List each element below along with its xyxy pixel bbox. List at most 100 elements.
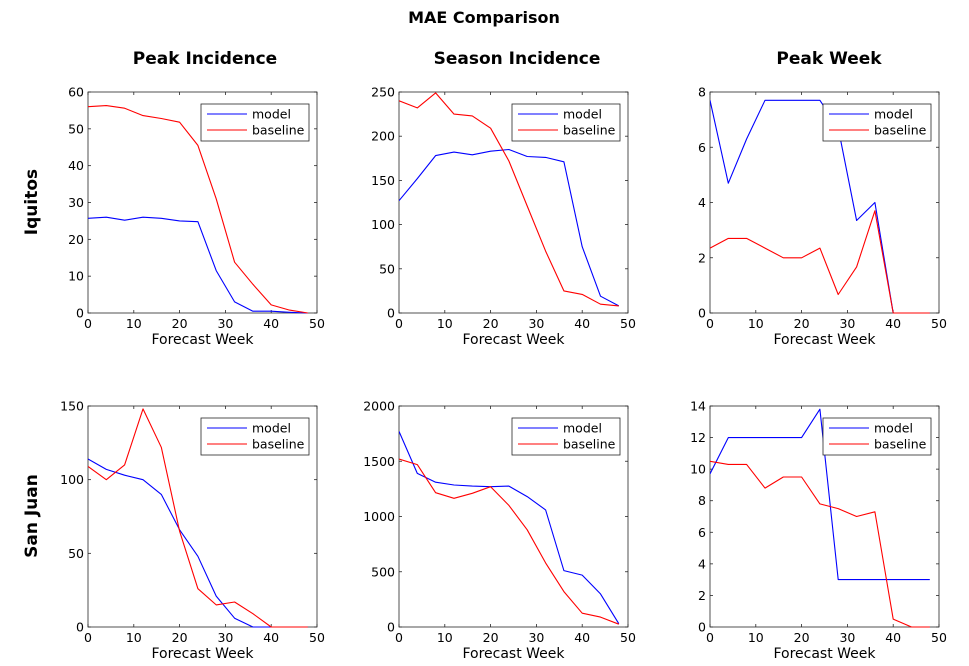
y-tick-label: 100	[371, 217, 395, 232]
x-tick-label: 50	[309, 630, 325, 645]
legend-box	[822, 417, 932, 456]
x-tick-label: 0	[84, 630, 92, 645]
legend-label-model: model	[252, 421, 291, 436]
y-tick-label: 4	[698, 556, 706, 571]
y-tick-label: 6	[698, 525, 706, 540]
panel-san-juan-peak-incidence: 0 10 20 30 40 50 0 50 100 150 Forecast Week modelba…	[60, 399, 325, 663]
y-tick-label: 0	[698, 620, 706, 635]
y-tick-label: 1500	[363, 454, 395, 469]
x-tick-label: 20	[483, 630, 499, 645]
legend-box	[200, 103, 310, 142]
series-line-model	[399, 431, 620, 624]
y-tick-label: 50	[68, 121, 84, 136]
y-tick-label: 10	[690, 462, 706, 477]
y-tick-label: 6	[698, 140, 706, 155]
legend-box	[511, 417, 621, 456]
y-tick-label: 150	[60, 399, 84, 414]
x-tick-label: 10	[126, 316, 142, 331]
y-tick-label: 200	[371, 129, 395, 144]
y-tick-label: 12	[690, 430, 706, 445]
series-line-model	[88, 216, 308, 314]
figure-title: MAE Comparison	[408, 8, 560, 27]
legend-label-model: model	[252, 107, 291, 122]
series-line-model	[399, 148, 620, 307]
series-line-baseline	[399, 92, 619, 307]
y-tick-label: 1000	[363, 509, 395, 524]
y-tick-label: 20	[68, 232, 84, 247]
y-tick-label: 0	[387, 620, 395, 635]
column-title-peak-week: Peak Week	[776, 49, 882, 69]
series-line-baseline	[710, 460, 930, 628]
y-tick-label: 50	[68, 546, 84, 561]
series-line-baseline	[710, 210, 930, 314]
legend-label-model: model	[563, 421, 602, 436]
legend-label-baseline: baseline	[252, 437, 305, 452]
x-axis-label: Forecast Week	[151, 646, 254, 662]
x-tick-label: 10	[437, 630, 453, 645]
y-tick-label: 150	[371, 173, 395, 188]
legend-label-baseline: baseline	[252, 123, 305, 138]
series-line-baseline	[399, 458, 619, 625]
x-tick-label: 30	[217, 630, 233, 645]
y-tick-label: 0	[76, 306, 84, 321]
x-tick-label: 30	[528, 316, 544, 331]
x-tick-label: 20	[172, 316, 188, 331]
x-axis-label: Forecast Week	[151, 332, 254, 348]
y-tick-label: 0	[698, 306, 706, 321]
row-label-san-juan: San Juan	[22, 474, 42, 558]
y-tick-label: 8	[698, 493, 706, 508]
legend-box	[822, 103, 932, 142]
legend-label-model: model	[563, 107, 602, 122]
x-tick-label: 40	[885, 316, 901, 331]
y-tick-label: 250	[371, 85, 395, 100]
y-tick-label: 8	[698, 85, 706, 100]
panel-san-juan-peak-week: 0 10 20 30 40 50 0 2 4 6 8 10 12 14 Forecast Week model…	[690, 399, 947, 663]
y-tick-label: 100	[60, 472, 84, 487]
panel-iquitos-peak-incidence: 0 10 20 30 40 50 0 10 20 30 40 50 60 Forecast Week mod…	[68, 85, 325, 349]
x-tick-label: 50	[620, 630, 636, 645]
column-title-peak-incidence: Peak Incidence	[133, 49, 277, 69]
column-title-season-incidence: Season Incidence	[434, 49, 601, 69]
x-tick-label: 40	[574, 630, 590, 645]
legend-label-baseline: baseline	[874, 437, 927, 452]
x-axis-label: Forecast Week	[773, 332, 876, 348]
x-tick-label: 0	[84, 316, 92, 331]
x-tick-label: 40	[263, 630, 279, 645]
row-label-iquitos: Iquitos	[22, 169, 42, 235]
x-tick-label: 30	[528, 630, 544, 645]
y-tick-label: 10	[68, 269, 84, 284]
x-tick-label: 0	[395, 316, 403, 331]
x-tick-label: 20	[794, 316, 810, 331]
x-tick-label: 20	[483, 316, 499, 331]
x-axis-label: Forecast Week	[462, 646, 565, 662]
panel-iquitos-peak-week: 0 10 20 30 40 50 0 2 4 6 8 Forecast Week modelbaseli…	[698, 85, 947, 349]
y-tick-label: 60	[68, 85, 84, 100]
x-tick-label: 40	[263, 316, 279, 331]
x-tick-label: 0	[395, 630, 403, 645]
y-tick-label: 500	[371, 564, 395, 579]
y-tick-label: 0	[387, 306, 395, 321]
y-tick-label: 4	[698, 195, 706, 210]
x-tick-label: 20	[172, 630, 188, 645]
y-tick-label: 14	[690, 399, 706, 414]
x-tick-label: 0	[706, 316, 714, 331]
x-tick-label: 50	[931, 316, 947, 331]
y-tick-label: 2	[698, 588, 706, 603]
series-line-baseline	[88, 105, 308, 314]
series-line-baseline	[88, 408, 308, 628]
legend-label-model: model	[874, 421, 913, 436]
x-tick-label: 50	[620, 316, 636, 331]
x-tick-label: 0	[706, 630, 714, 645]
x-tick-label: 10	[748, 630, 764, 645]
y-tick-label: 40	[68, 158, 84, 173]
y-tick-label: 0	[76, 620, 84, 635]
legend-label-baseline: baseline	[874, 123, 927, 138]
legend-label-model: model	[874, 107, 913, 122]
